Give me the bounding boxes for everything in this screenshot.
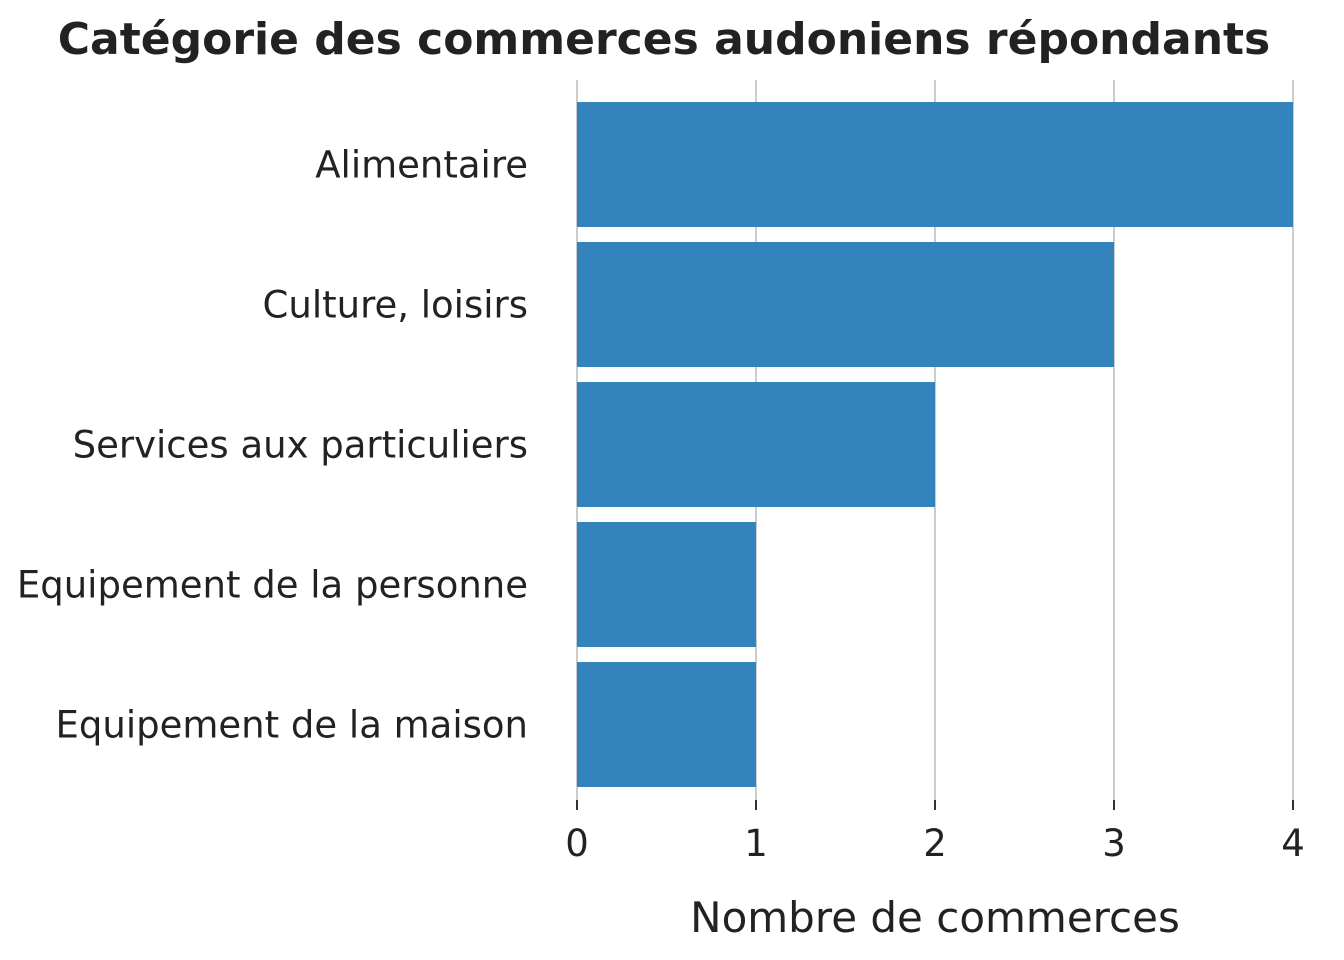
x-tick-label: 3 (1102, 822, 1126, 865)
category-label: Equipement de la personne (17, 564, 528, 607)
bar-0 (577, 102, 1293, 227)
bar-4 (577, 662, 756, 787)
bar-3 (577, 522, 756, 647)
x-tick-label: 1 (744, 822, 768, 865)
x-axis-label: Nombre de commerces (690, 893, 1180, 942)
x-axis-ticks: 0 1 2 3 4 (565, 800, 1305, 865)
bar-1 (577, 242, 1114, 367)
bar-2 (577, 382, 935, 507)
category-labels: Alimentaire Culture, loisirs Services aux … (17, 144, 528, 747)
bars (577, 102, 1293, 787)
x-tick-label: 2 (923, 822, 947, 865)
category-label: Services aux particuliers (73, 424, 528, 467)
x-tick-label: 0 (565, 822, 589, 865)
x-tick-label: 4 (1281, 822, 1305, 865)
category-label: Alimentaire (315, 144, 528, 187)
category-label: Culture, loisirs (263, 284, 528, 327)
chart-title: Catégorie des commerces audoniens répond… (58, 14, 1271, 65)
category-label: Equipement de la maison (56, 704, 528, 747)
